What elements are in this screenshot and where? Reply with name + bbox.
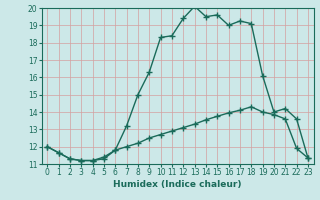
X-axis label: Humidex (Indice chaleur): Humidex (Indice chaleur) (113, 180, 242, 189)
